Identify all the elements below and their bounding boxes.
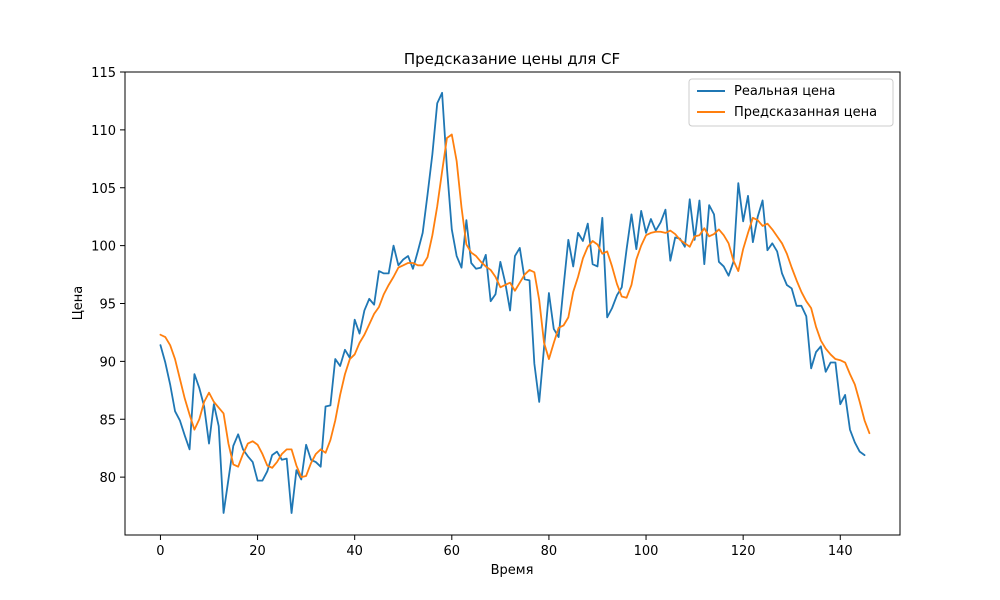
legend-label-predicted-price: Предсказанная цена	[734, 105, 877, 120]
series-layer	[159, 91, 871, 514]
x-tick-label: 120	[731, 544, 756, 559]
x-tick-label: 140	[828, 544, 853, 559]
x-tick-label: 20	[249, 544, 266, 559]
y-axis-label: Цена	[71, 286, 86, 321]
y-tick-label: 115	[91, 66, 116, 81]
x-axis-label: Время	[491, 563, 534, 578]
y-tick-label: 110	[91, 124, 116, 139]
series-line-real-price	[159, 91, 866, 514]
y-tick-label: 85	[99, 413, 116, 428]
y-tick-label: 105	[91, 182, 116, 197]
x-tick-label: 80	[541, 544, 558, 559]
y-axis: 80 85 90 95 100 105 110 115	[91, 66, 125, 486]
x-axis: 0 20 40 60 80 100 120 140	[156, 535, 853, 559]
x-tick-label: 60	[444, 544, 461, 559]
plot-area	[125, 72, 900, 535]
series-line-predicted-price	[159, 133, 871, 479]
x-tick-label: 40	[346, 544, 363, 559]
y-tick-label: 80	[99, 471, 116, 486]
legend-box	[688, 78, 894, 127]
x-tick-label: 100	[634, 544, 659, 559]
chart-title: Предсказание цены для CF	[404, 50, 620, 68]
y-tick-label: 95	[99, 298, 116, 313]
legend: Реальная цена Предсказанная цена	[688, 78, 894, 127]
x-tick-label: 0	[156, 544, 164, 559]
y-tick-label: 90	[99, 355, 116, 370]
y-tick-label: 100	[91, 240, 116, 255]
legend-label-real-price: Реальная цена	[734, 84, 836, 99]
